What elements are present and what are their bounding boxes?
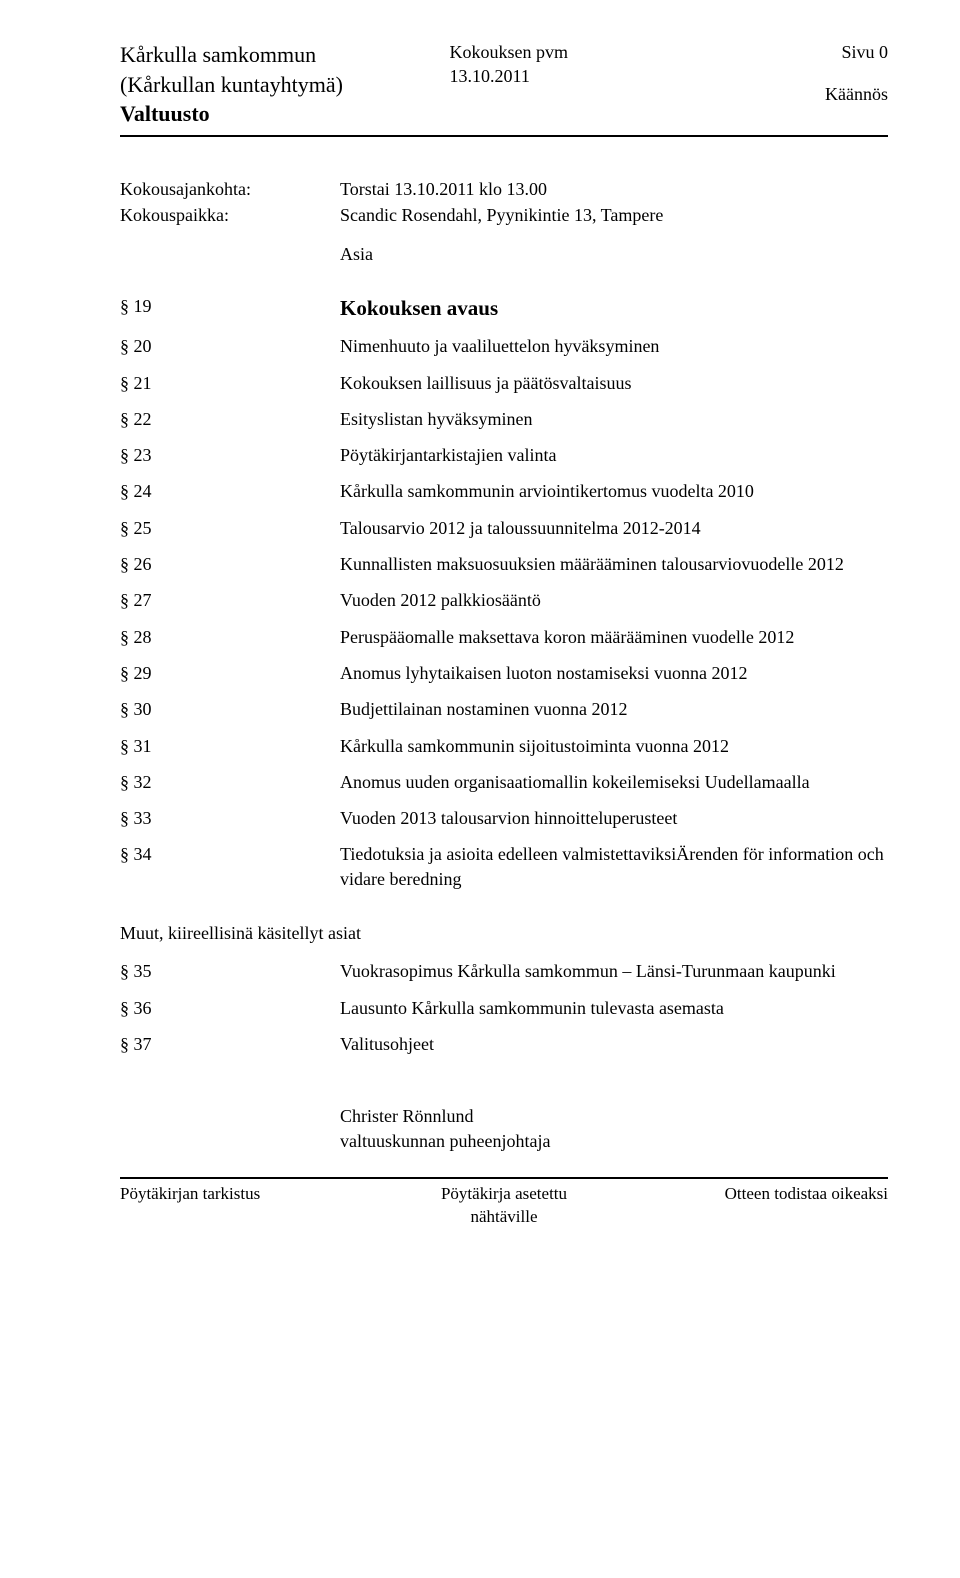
org-block: Kårkulla samkommun (Kårkullan kuntayhtym… <box>120 40 430 129</box>
meta-block: Kokousajankohta: Torstai 13.10.2011 klo … <box>120 177 888 266</box>
muut-heading: Muut, kiireellisinä käsitellyt asiat <box>120 921 888 945</box>
agenda-title: Vuoden 2013 talousarvion hinnoitteluperu… <box>340 806 888 830</box>
agenda-num: § 31 <box>120 734 340 758</box>
footer-right: Otteen todistaa oikeaksi <box>632 1183 888 1229</box>
agenda-list: § 19Kokouksen avaus§ 20Nimenhuuto ja vaa… <box>120 294 888 891</box>
agenda-title: Lausunto Kårkulla samkommunin tulevasta … <box>340 996 888 1020</box>
footer-left: Pöytäkirjan tarkistus <box>120 1183 376 1229</box>
footer-center: Pöytäkirja asetettu nähtäville <box>376 1183 632 1229</box>
agenda-title: Kårkulla samkommunin arviointikertomus v… <box>340 479 888 503</box>
org-line1: Kårkulla samkommun <box>120 40 430 70</box>
agenda-row: § 36Lausunto Kårkulla samkommunin tuleva… <box>120 996 888 1020</box>
signature-name: Christer Rönnlund <box>340 1104 888 1128</box>
agenda-num: § 37 <box>120 1032 340 1056</box>
agenda-num: § 25 <box>120 516 340 540</box>
footer-divider <box>120 1177 888 1179</box>
signature-block: Christer Rönnlund valtuuskunnan puheenjo… <box>340 1104 888 1153</box>
agenda-title: Vuokrasopimus Kårkulla samkommun – Länsi… <box>340 959 888 983</box>
agenda-title: Pöytäkirjantarkistajien valinta <box>340 443 888 467</box>
agenda-title: Valitusohjeet <box>340 1032 888 1056</box>
asia-row: Asia <box>120 242 888 266</box>
meta-time-value: Torstai 13.10.2011 klo 13.00 <box>340 177 888 201</box>
agenda-title: Tiedotuksia ja asioita edelleen valmiste… <box>340 842 888 891</box>
agenda-title: Vuoden 2012 palkkiosääntö <box>340 588 888 612</box>
agenda-row: § 19Kokouksen avaus <box>120 294 888 322</box>
agenda-title: Peruspääomalle maksettava koron määräämi… <box>340 625 888 649</box>
agenda-title: Kokouksen laillisuus ja päätösvaltaisuus <box>340 371 888 395</box>
page-number: Sivu 0 <box>707 40 888 64</box>
agenda-row: § 26Kunnallisten maksuosuuksien määräämi… <box>120 552 888 576</box>
meta-time-label: Kokousajankohta: <box>120 177 340 201</box>
agenda-num: § 32 <box>120 770 340 794</box>
agenda-row: § 33Vuoden 2013 talousarvion hinnoittelu… <box>120 806 888 830</box>
agenda-num: § 36 <box>120 996 340 1020</box>
agenda-row: § 32Anomus uuden organisaatiomallin koke… <box>120 770 888 794</box>
agenda-row: § 22Esityslistan hyväksyminen <box>120 407 888 431</box>
translation-label: Käännös <box>707 82 888 106</box>
org-line2: (Kårkullan kuntayhtymä) <box>120 70 430 100</box>
agenda-row: § 29Anomus lyhytaikaisen luoton nostamis… <box>120 661 888 685</box>
agenda-row: § 31Kårkulla samkommunin sijoitustoimint… <box>120 734 888 758</box>
agenda-num: § 20 <box>120 334 340 358</box>
agenda-num: § 27 <box>120 588 340 612</box>
agenda-num: § 26 <box>120 552 340 576</box>
agenda-row: § 28Peruspääomalle maksettava koron määr… <box>120 625 888 649</box>
agenda-row: § 20Nimenhuuto ja vaaliluettelon hyväksy… <box>120 334 888 358</box>
agenda-row: § 35Vuokrasopimus Kårkulla samkommun – L… <box>120 959 888 983</box>
org-line3: Valtuusto <box>120 99 430 129</box>
agenda-row: § 23Pöytäkirjantarkistajien valinta <box>120 443 888 467</box>
agenda-title: Anomus uuden organisaatiomallin kokeilem… <box>340 770 888 794</box>
meeting-date-label: Kokouksen pvm <box>450 40 708 64</box>
agenda-num: § 22 <box>120 407 340 431</box>
agenda-row: § 21Kokouksen laillisuus ja päätösvaltai… <box>120 371 888 395</box>
footer-row: Pöytäkirjan tarkistus Pöytäkirja asetett… <box>120 1183 888 1229</box>
header-divider <box>120 135 888 137</box>
agenda-num: § 33 <box>120 806 340 830</box>
asia-label: Asia <box>340 242 888 266</box>
agenda-row: § 25Talousarvio 2012 ja taloussuunnitelm… <box>120 516 888 540</box>
agenda-title: Budjettilainan nostaminen vuonna 2012 <box>340 697 888 721</box>
agenda-row: § 24Kårkulla samkommunin arviointikertom… <box>120 479 888 503</box>
agenda-title: Kårkulla samkommunin sijoitustoiminta vu… <box>340 734 888 758</box>
agenda-row: § 37Valitusohjeet <box>120 1032 888 1056</box>
agenda-num: § 23 <box>120 443 340 467</box>
header-right: Sivu 0 Käännös <box>707 40 888 107</box>
agenda-row: § 34Tiedotuksia ja asioita edelleen valm… <box>120 842 888 891</box>
agenda-title: Nimenhuuto ja vaaliluettelon hyväksymine… <box>340 334 888 358</box>
footer-center-2: nähtäville <box>376 1206 632 1229</box>
agenda-num: § 34 <box>120 842 340 866</box>
signature-role: valtuuskunnan puheenjohtaja <box>340 1129 888 1153</box>
header-center: Kokouksen pvm 13.10.2011 <box>430 40 708 89</box>
agenda-num: § 28 <box>120 625 340 649</box>
agenda-title: Talousarvio 2012 ja taloussuunnitelma 20… <box>340 516 888 540</box>
agenda-row: § 30Budjettilainan nostaminen vuonna 201… <box>120 697 888 721</box>
agenda-num: § 24 <box>120 479 340 503</box>
agenda-list-2: § 35Vuokrasopimus Kårkulla samkommun – L… <box>120 959 888 1056</box>
footer-center-1: Pöytäkirja asetettu <box>376 1183 632 1206</box>
meta-place-value: Scandic Rosendahl, Pyynikintie 13, Tampe… <box>340 203 888 227</box>
meeting-date-value: 13.10.2011 <box>450 64 708 88</box>
agenda-num: § 29 <box>120 661 340 685</box>
agenda-title: Kunnallisten maksuosuuksien määrääminen … <box>340 552 888 576</box>
agenda-num: § 30 <box>120 697 340 721</box>
agenda-num: § 21 <box>120 371 340 395</box>
agenda-title: Anomus lyhytaikaisen luoton nostamiseksi… <box>340 661 888 685</box>
agenda-row: § 27Vuoden 2012 palkkiosääntö <box>120 588 888 612</box>
meta-row-place: Kokouspaikka: Scandic Rosendahl, Pyyniki… <box>120 203 888 227</box>
agenda-num: § 35 <box>120 959 340 983</box>
agenda-title: Kokouksen avaus <box>340 294 888 322</box>
agenda-num: § 19 <box>120 294 340 318</box>
agenda-title: Esityslistan hyväksyminen <box>340 407 888 431</box>
meta-place-label: Kokouspaikka: <box>120 203 340 227</box>
meta-row-time: Kokousajankohta: Torstai 13.10.2011 klo … <box>120 177 888 201</box>
page-header: Kårkulla samkommun (Kårkullan kuntayhtym… <box>120 40 888 129</box>
